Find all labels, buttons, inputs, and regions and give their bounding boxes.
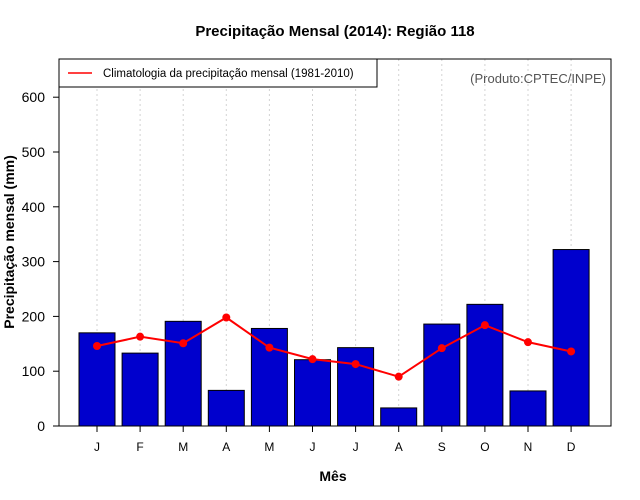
y-tick-label: 300 [22,254,46,270]
climatology-point-8 [394,372,403,381]
bar-8 [380,407,418,427]
bars [78,249,590,427]
bar-5 [250,327,288,427]
x-tick-label: F [136,440,143,454]
x-tick-label: O [480,440,489,454]
climatology-point-11 [524,338,532,347]
climatology-line [93,313,576,381]
bar-9 [423,323,461,427]
bar-12 [552,249,590,427]
chart-title: Precipitação Mensal (2014): Região 118 [195,23,474,40]
legend-box [58,58,378,88]
bar-3 [164,320,202,427]
bar-11 [509,390,547,427]
x-tick-label: M [178,440,188,454]
y-tick-label: 400 [22,199,46,215]
climatology-point-12 [567,347,576,356]
climatology-point-5 [265,343,274,352]
bar-6 [294,359,331,427]
x-tick-label: M [264,440,274,454]
x-tick-label: N [524,440,533,454]
climatology-point-9 [437,344,446,353]
x-tick-label: J [310,440,316,454]
x-tick-label: A [222,440,230,454]
climatology-point-6 [308,355,317,364]
climatology-series-line [96,316,572,378]
y-axis: 0 100 200 300 400 500 600 [22,89,59,434]
y-tick-label: 600 [22,89,46,105]
y-tick-label: 0 [37,418,45,434]
bar-7 [337,347,375,427]
climatology-point-1 [93,341,101,350]
credit-text: (Produto:CPTEC/INPE) [470,71,606,86]
legend-label: Climatologia da precipitação mensal (198… [103,68,354,80]
legend: Climatologia da precipitação mensal (198… [58,58,378,88]
x-tick-label: A [395,440,403,454]
x-tick-label: S [438,440,446,454]
climatology-point-3 [179,339,188,348]
y-tick-label: 200 [22,308,46,324]
climatology-point-2 [136,332,145,341]
climatology-point-7 [351,360,360,369]
bar-2 [121,352,159,427]
y-tick-label: 100 [22,363,46,379]
x-tick-label: J [94,440,100,454]
climatology-point-10 [480,321,489,330]
x-tick-label: J [353,440,359,454]
x-tick-label: D [567,440,576,454]
climatology-point-4 [222,313,231,322]
x-axis-title: Mês [319,468,346,484]
bar-4 [207,389,245,427]
y-tick-label: 500 [22,144,46,160]
y-axis-title: Precipitação mensal (mm) [1,155,17,329]
